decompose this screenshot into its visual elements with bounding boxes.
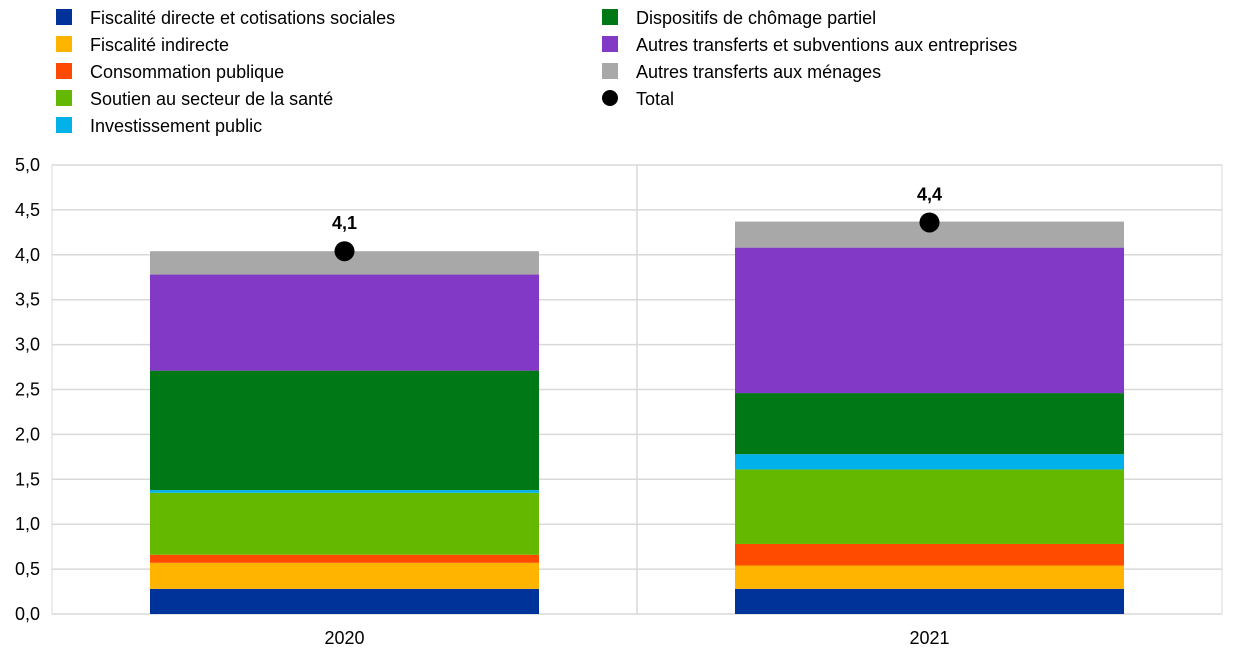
total-point-2021 xyxy=(919,212,940,233)
bar-2021-segment-4 xyxy=(734,469,1125,544)
bar-2021-segment-7 xyxy=(734,247,1125,394)
y-tick-label: 2,5 xyxy=(15,380,40,400)
legend-9-label: Total xyxy=(636,89,674,109)
legend-4-label: Soutien au secteur de la santé xyxy=(90,89,333,109)
legend-5-swatch xyxy=(56,117,72,133)
bar-2020-segment-7 xyxy=(149,274,540,371)
bar-2021-segment-3 xyxy=(734,543,1125,566)
legend-2-label: Fiscalité indirecte xyxy=(90,35,229,55)
legend-3-label: Consommation publique xyxy=(90,62,284,82)
x-axis: 2020 2021 xyxy=(324,628,949,648)
bar-2020-segment-5 xyxy=(149,490,540,493)
bar-2020-segment-3 xyxy=(149,554,540,563)
legend-7-label: Autres transferts et subventions aux ent… xyxy=(636,35,1017,55)
y-tick-label: 3,0 xyxy=(15,335,40,355)
legend-3-swatch xyxy=(56,63,72,79)
x-tick-label: 2021 xyxy=(909,628,949,648)
legend-8-swatch xyxy=(602,63,618,79)
bar-2021-segment-1 xyxy=(734,588,1125,614)
y-tick-label: 1,5 xyxy=(15,469,40,489)
legend-5-label: Investissement public xyxy=(90,116,262,136)
totals: 4,1 4,4 xyxy=(332,184,942,262)
legend-2-swatch xyxy=(56,36,72,52)
y-tick-label: 4,0 xyxy=(15,245,40,265)
legend-1-swatch xyxy=(56,9,72,25)
total-label-2021: 4,4 xyxy=(917,184,942,204)
bar-2021-segment-6 xyxy=(734,393,1125,455)
bar-2020-segment-8 xyxy=(149,251,540,275)
bars xyxy=(149,221,1125,614)
y-tick-label: 1,0 xyxy=(15,514,40,534)
y-axis: 0,0 0,5 1,0 1,5 2,0 2,5 3,0 3,5 4,0 4,5 5,0 xyxy=(15,155,40,624)
legend-7-swatch xyxy=(602,36,618,52)
bar-2020-segment-1 xyxy=(149,588,540,614)
y-tick-label: 0,0 xyxy=(15,604,40,624)
x-tick-label: 2020 xyxy=(324,628,364,648)
y-tick-label: 2,0 xyxy=(15,424,40,444)
total-point-2020 xyxy=(334,241,355,262)
bar-2020-segment-2 xyxy=(149,562,540,589)
bar-2021-segment-2 xyxy=(734,565,1125,589)
legend-6-swatch xyxy=(602,9,618,25)
bar-2020-segment-4 xyxy=(149,492,540,555)
legend-4-swatch xyxy=(56,90,72,106)
y-tick-label: 0,5 xyxy=(15,559,40,579)
legend-6-label: Dispositifs de chômage partiel xyxy=(636,8,876,28)
legend: Fiscalité directe et cotisations sociale… xyxy=(56,8,1017,136)
y-tick-label: 3,5 xyxy=(15,290,40,310)
legend-1-label: Fiscalité directe et cotisations sociale… xyxy=(90,8,395,28)
y-tick-label: 5,0 xyxy=(15,155,40,175)
total-label-2020: 4,1 xyxy=(332,213,357,233)
y-tick-label: 4,5 xyxy=(15,200,40,220)
legend-8-label: Autres transferts aux ménages xyxy=(636,62,881,82)
bar-2021-segment-5 xyxy=(734,454,1125,470)
bar-2020-segment-6 xyxy=(149,370,540,491)
legend-9-marker xyxy=(602,90,618,106)
